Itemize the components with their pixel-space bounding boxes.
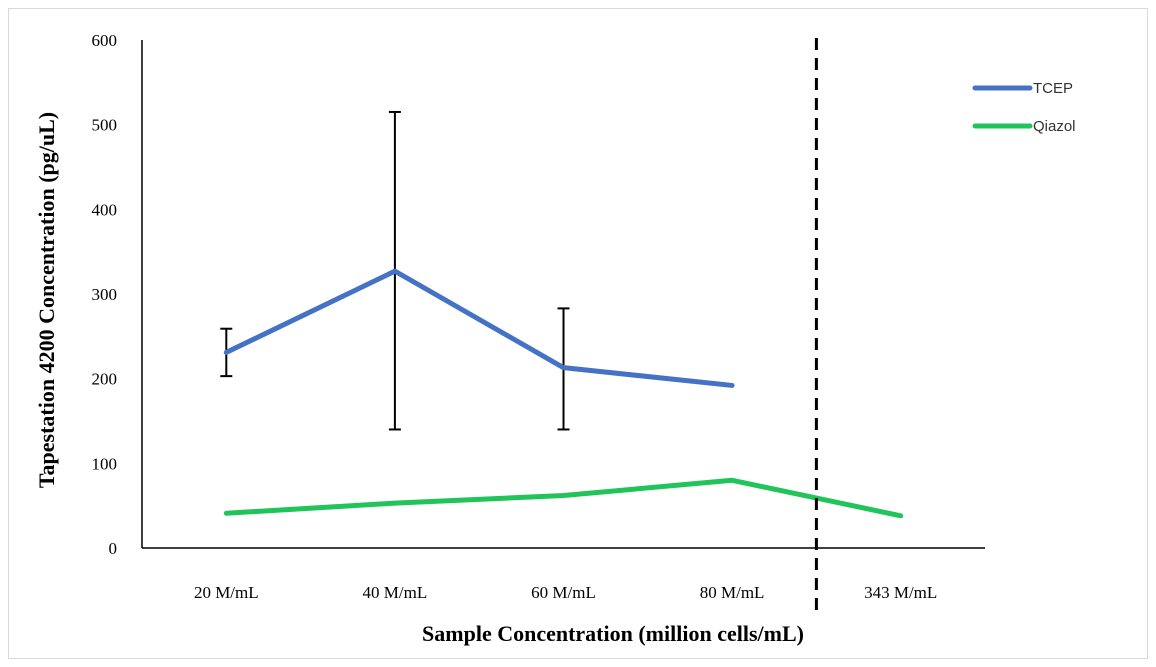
series-lines (223, 268, 904, 519)
x-axis-title: Sample Concentration (million cells/mL) (422, 621, 804, 646)
x-tick-label: 40 M/mL (363, 583, 428, 602)
y-axis-title: Tapestation 4200 Concentration (pg/uL) (34, 112, 59, 488)
y-tick-labels: 0 100 200 300 400 500 600 (92, 31, 118, 558)
x-tick-label: 80 M/mL (700, 583, 765, 602)
series-line-qiazol (223, 477, 904, 519)
x-tick-label: 60 M/mL (531, 583, 596, 602)
y-tick-label: 200 (92, 370, 118, 389)
y-tick-label: 600 (92, 31, 118, 50)
x-tick-label: 343 M/mL (864, 583, 937, 602)
y-tick-label: 0 (109, 539, 118, 558)
series-line-tcep (223, 268, 735, 388)
x-tick-label: 20 M/mL (194, 583, 259, 602)
y-tick-label: 100 (92, 454, 118, 473)
legend: TCEP Qiazol (972, 80, 1076, 135)
legend-item: TCEP (972, 80, 1073, 97)
y-tick-label: 400 (92, 200, 118, 219)
legend-item: Qiazol (972, 118, 1076, 135)
y-tick-label: 300 (92, 285, 118, 304)
chart-frame (8, 8, 1148, 659)
y-tick-label: 500 (92, 116, 118, 135)
legend-label: TCEP (1033, 80, 1073, 97)
x-tick-labels: 20 M/mL 40 M/mL 60 M/mL 80 M/mL 343 M/mL (194, 583, 937, 602)
legend-label: Qiazol (1033, 118, 1076, 135)
